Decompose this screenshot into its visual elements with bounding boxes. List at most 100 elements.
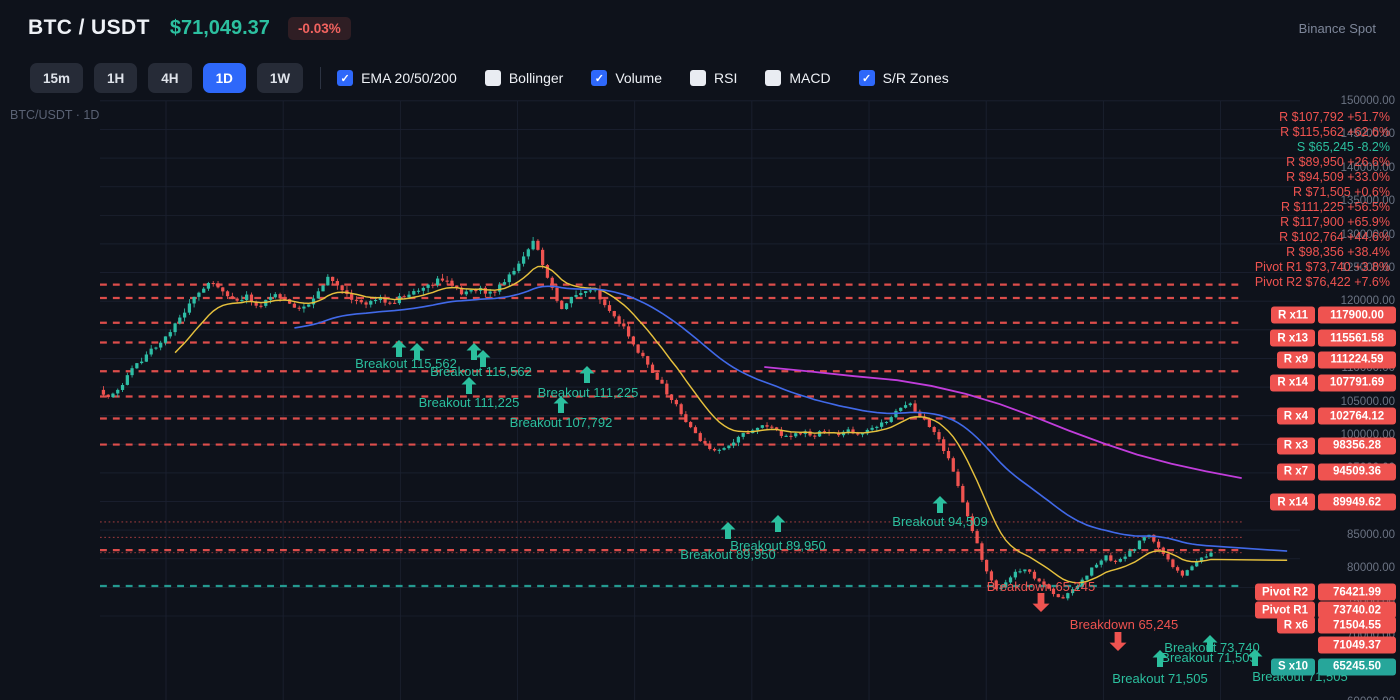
exchange-label: Binance Spot [1298,20,1376,36]
timeframe-group: 15m 1H 4H 1D 1W [30,63,314,93]
sr-watch-item: R $94,509 +33.0% [1286,170,1390,184]
sr-watch-item: R $107,792 +51.7% [1279,110,1390,124]
level-price-badge: 89949.62 [1318,493,1396,511]
sr-watch-item: Pivot R1 $73,740 +3.8% [1254,260,1390,274]
y-axis-label: 60000.00 [1347,696,1395,700]
chart-watermark: BTC/USDT · 1D [10,108,100,122]
y-axis-label: 105000.00 [1340,395,1395,408]
level-badge-row: R x11 117900.00 [1270,306,1396,324]
breakdown-label: Breakdown 65,245 [1069,617,1179,632]
y-axis-label: 150000.00 [1340,95,1395,107]
indicator-label: MACD [789,70,831,86]
toolbar: 15m 1H 4H 1D 1W ✓ EMA 20/50/200 Bollinger ✓ Volu… [0,56,1400,100]
breakout-label: Breakout 111,225 [537,385,639,400]
level-price-badge: 73740.02 [1318,601,1396,619]
indicator-label: EMA 20/50/200 [361,70,457,86]
breakout-label: Breakout 115,562 [355,356,457,371]
symbol-pair: BTC / USDT [28,16,150,39]
breakout-label: Breakout 115,562 [430,364,532,379]
level-badge-row: R x9 111224.59 [1276,351,1396,369]
y-axis-label: 80000.00 [1347,562,1395,575]
indicator-label: Volume [615,70,663,86]
level-name-badge: R x14 [1270,374,1315,392]
breakout-label: Breakout 107,792 [509,415,613,430]
level-price-badge: 111224.59 [1318,351,1396,369]
level-badge-row: R x4 102764.12 [1276,407,1396,425]
y-axis-label: 145000.00 [1340,128,1395,141]
checkbox-checked-icon[interactable]: ✓ [858,70,875,86]
indicator-group: ✓ EMA 20/50/200 Bollinger ✓ Volume RSI MACD ✓ S/… [337,70,977,86]
timeframe-button-1d[interactable]: 1D [202,63,246,93]
level-name-badge: Pivot R2 [1254,583,1315,601]
indicator-label: RSI [714,70,738,86]
sr-watch-item: R $71,505 +0.6% [1293,185,1390,199]
level-name-badge: R x3 [1276,437,1315,455]
level-name-badge: R x6 [1276,616,1315,634]
y-axis-label: 125000.00 [1340,261,1395,274]
level-name-badge: R x7 [1276,463,1315,481]
timeframe-button-15m[interactable]: 15m [30,63,84,93]
level-badge-row: R x3 98356.28 [1276,437,1396,455]
level-badge-row: R x14 89949.62 [1270,493,1396,511]
breakout-label: Breakout 94,509 [892,514,988,529]
level-name-badge: R x14 [1270,493,1315,511]
checkbox-unchecked-icon[interactable] [765,70,782,86]
y-axis-label: 135000.00 [1340,195,1395,208]
checkbox-checked-icon[interactable]: ✓ [337,70,354,86]
timeframe-button-1h[interactable]: 1H [94,63,138,93]
indicator-label: Bollinger [508,70,564,86]
level-price-badge: 71049.37 [1318,636,1396,654]
sr-watch-item: R $117,900 +65.9% [1280,215,1390,229]
indicator-toggle-s-r-zones[interactable]: ✓ S/R Zones [858,70,949,86]
sr-watch-item: Pivot R2 $76,422 +7.6% [1254,275,1390,289]
level-name-badge: S x10 [1270,658,1315,676]
y-axis-label: 130000.00 [1340,228,1395,241]
level-price-badge: 94509.36 [1318,463,1396,481]
breakout-label: Breakout 89,950 [730,538,826,553]
level-badge-row: R x14 107791.69 [1270,374,1396,392]
indicator-label: S/R Zones [882,70,949,86]
indicator-toggle-macd[interactable]: MACD [765,70,831,86]
sr-watch-item: R $102,764 +44.6% [1279,230,1390,244]
timeframe-button-4h[interactable]: 4H [148,63,192,93]
level-name-badge: R x9 [1276,351,1315,369]
y-axis-label: 85000.00 [1347,529,1395,542]
level-price-badge: 115561.58 [1318,329,1396,347]
sr-watch-item: S $65,245 -8.2% [1296,140,1390,154]
level-badge-row: R x7 94509.36 [1276,463,1396,481]
sr-watch-list: R $107,792 +51.7% R $115,562 +62.6% S $65,… [1255,110,1390,290]
candlestick-chart[interactable] [0,100,1400,700]
breakout-label: Breakout 111,225 [418,395,520,410]
indicator-toggle-ema-20-50-200[interactable]: ✓ EMA 20/50/200 [337,70,457,86]
breakdown-label: Breakdown 65,245 [986,579,1096,594]
indicator-toggle-volume[interactable]: ✓ Volume [591,70,662,86]
header: BTC / USDT $71,049.37 -0.03% Binance Spo… [0,0,1400,56]
level-badge-row: 71049.37 [1318,636,1396,654]
checkbox-checked-icon[interactable]: ✓ [591,70,608,86]
level-price-badge: 76421.99 [1318,583,1396,601]
level-price-badge: 98356.28 [1318,437,1396,455]
level-badge-row: S x10 65245.50 [1270,658,1396,676]
toolbar-divider [320,67,322,89]
level-price-badge: 107791.69 [1318,374,1396,392]
level-badge-row: R x13 115561.58 [1270,329,1396,347]
indicator-toggle-rsi[interactable]: RSI [690,70,737,86]
level-name-badge: R x11 [1270,306,1315,324]
level-badge-row: Pivot R2 76421.99 [1254,583,1396,601]
y-axis-label: 120000.00 [1340,295,1395,308]
level-name-badge: Pivot R1 [1254,601,1315,619]
change-badge: -0.03% [287,16,351,40]
indicator-toggle-bollinger[interactable]: Bollinger [484,70,564,86]
level-price-badge: 71504.55 [1318,616,1396,634]
sr-watch-item: R $98,356 +38.4% [1286,245,1390,259]
chart-area[interactable]: 150000.00 145000.00 140000.00 135000.00 1300… [0,95,1400,700]
level-price-badge: 65245.50 [1318,658,1396,676]
current-price: $71,049.37 [169,16,270,39]
level-name-badge: R x4 [1276,407,1315,425]
y-axis-label: 140000.00 [1340,161,1395,174]
breakout-label: Breakout 71,505 [1161,650,1257,665]
checkbox-unchecked-icon[interactable] [484,70,501,86]
checkbox-unchecked-icon[interactable] [690,70,707,86]
sr-watch-item: R $115,562 +62.6% [1280,125,1390,139]
timeframe-button-1w[interactable]: 1W [256,63,304,93]
